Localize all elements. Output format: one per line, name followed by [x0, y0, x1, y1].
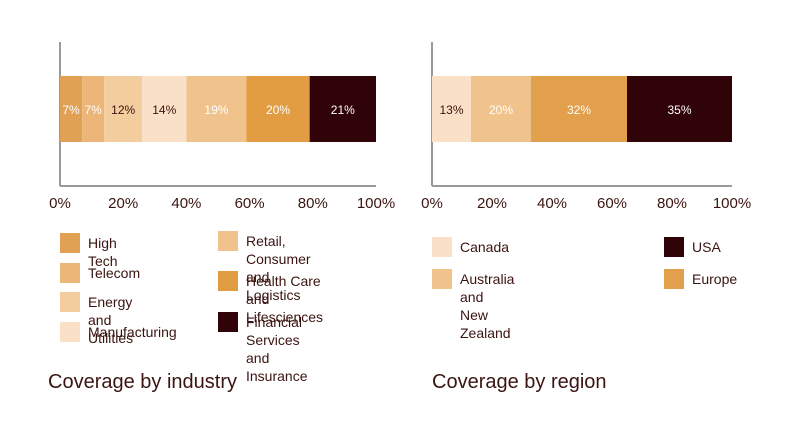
industry-legend-label: Telecom: [88, 264, 140, 282]
industry-legend-label: Retail, Consumer and Logistics: [246, 232, 311, 304]
industry-data-label: 12%: [111, 103, 135, 117]
industry-x-tick-label: 80%: [298, 195, 328, 212]
region-legend-item: USA: [664, 237, 721, 257]
industry-legend-label-line: Energy and Utilities: [88, 294, 134, 346]
region-legend-label-line: Australia and New Zealand: [460, 271, 515, 341]
industry-legend-label: Energy and Utilities: [88, 293, 133, 347]
industry-chart-title: Coverage by industry: [48, 371, 237, 393]
industry-legend-item: Financial Services and Insurance: [218, 312, 307, 385]
region-legend-label: Australia and New Zealand: [460, 270, 514, 342]
region-chart-title: Coverage by region: [432, 371, 607, 393]
industry-x-tick-label: 0%: [49, 195, 71, 212]
industry-legend-item: Health Care and Lifesciences: [218, 271, 323, 326]
industry-legend-label-line: and Insurance: [246, 350, 308, 384]
industry-x-tick-label: 60%: [235, 195, 265, 212]
region-data-label: 32%: [567, 103, 591, 117]
industry-legend-label-line: Financial Services: [246, 314, 303, 348]
industry-bar-segment: [104, 76, 143, 142]
region-legend-label-line: Europe: [692, 271, 738, 287]
industry-legend-item: Retail, Consumer and Logistics: [218, 231, 311, 304]
industry-data-label: 7%: [85, 103, 103, 117]
region-bar-segment: [531, 76, 627, 142]
industry-bar-segment: [82, 76, 105, 142]
industry-legend-swatch: [218, 312, 238, 332]
industry-legend-label-line: High Tech: [88, 235, 118, 269]
industry-legend-label-line: Health Care and: [246, 273, 321, 307]
region-data-label: 20%: [489, 103, 513, 117]
region-legend-item: Australia and New Zealand: [432, 269, 514, 342]
region-x-tick-label: 80%: [657, 195, 687, 212]
region-x-tick-label: 100%: [713, 195, 751, 212]
industry-x-tick-label: 100%: [357, 195, 395, 212]
region-legend-swatch: [432, 237, 452, 257]
industry-legend-swatch: [218, 231, 238, 251]
industry-bar-segment: [309, 76, 376, 142]
region-bar-segment: [471, 76, 531, 142]
industry-legend-item: High Tech: [60, 233, 118, 270]
industry-x-tick-label: 20%: [108, 195, 138, 212]
industry-legend-swatch: [60, 233, 80, 253]
region-legend-label: Canada: [460, 238, 509, 256]
region-data-label: 13%: [439, 103, 463, 117]
industry-data-label: 7%: [62, 103, 80, 117]
region-x-tick-label: 0%: [421, 195, 443, 212]
region-legend-swatch: [664, 269, 684, 289]
industry-legend-item: Telecom: [60, 263, 140, 283]
region-x-tick-label: 60%: [597, 195, 627, 212]
industry-bar-segment: [60, 76, 83, 142]
industry-legend-swatch: [60, 292, 80, 312]
region-data-label: 35%: [667, 103, 691, 117]
region-bar-segment: [432, 76, 471, 142]
region-x-tick-label: 20%: [477, 195, 507, 212]
industry-x-tick-label: 40%: [171, 195, 201, 212]
region-legend-label: USA: [692, 238, 721, 256]
region-bar-segment: [627, 76, 732, 142]
region-legend-swatch: [664, 237, 684, 257]
industry-data-label: 21%: [331, 103, 355, 117]
region-legend-swatch: [432, 269, 452, 289]
industry-legend-swatch: [218, 271, 238, 291]
region-legend-label: Europe: [692, 270, 737, 288]
industry-legend-item: Manufacturing: [60, 322, 177, 342]
region-x-tick-label: 40%: [537, 195, 567, 212]
industry-legend-label-line: Manufacturing: [88, 324, 177, 340]
industry-data-label: 14%: [152, 103, 176, 117]
industry-legend-label-line: Retail, Consumer and: [246, 233, 311, 285]
industry-data-label: 20%: [266, 103, 290, 117]
industry-bar-segment: [142, 76, 187, 142]
region-legend-label-line: Canada: [460, 239, 510, 255]
industry-legend-label-line: Logistics: [246, 287, 301, 303]
industry-legend-swatch: [60, 322, 80, 342]
region-legend-item: Canada: [432, 237, 509, 257]
industry-legend-label: Financial Services and Insurance: [246, 313, 307, 385]
industry-legend-label: Health Care and Lifesciences: [246, 272, 323, 326]
industry-legend-label-line: Lifesciences: [246, 309, 324, 325]
industry-legend-item: Energy and Utilities: [60, 292, 133, 347]
industry-data-label: 19%: [204, 103, 228, 117]
industry-bar-segment: [246, 76, 310, 142]
industry-legend-label-line: Telecom: [88, 265, 141, 281]
region-legend-item: Europe: [664, 269, 737, 289]
industry-legend-label: Manufacturing: [88, 323, 177, 341]
industry-legend-label: High Tech: [88, 234, 118, 270]
region-legend-label-line: USA: [692, 239, 721, 255]
industry-bar-segment: [186, 76, 247, 142]
industry-legend-swatch: [60, 263, 80, 283]
